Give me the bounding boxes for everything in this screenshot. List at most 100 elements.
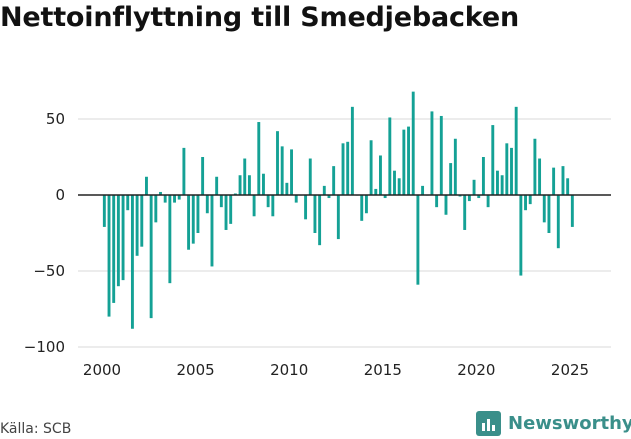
source-credit: Källa: SCB (0, 421, 72, 437)
bar (145, 176, 148, 195)
bar (159, 191, 162, 195)
bar (453, 138, 457, 195)
bar (276, 131, 279, 195)
bar (566, 178, 570, 195)
bar (154, 195, 158, 223)
bar (294, 195, 298, 203)
chart-title: Nettoinflyttning till Smedjebacken (0, 2, 519, 33)
bar (112, 195, 116, 303)
bar (196, 195, 200, 233)
bar (173, 195, 176, 203)
bar (514, 106, 518, 195)
bar (318, 195, 322, 246)
bar (416, 195, 420, 285)
bar (430, 111, 434, 195)
bar (163, 195, 167, 203)
bar (496, 170, 499, 195)
bar (280, 146, 284, 195)
y-tick-label: −50 (33, 262, 65, 280)
bar (439, 115, 443, 195)
bar (364, 195, 368, 214)
bar (519, 195, 523, 276)
bar (308, 158, 312, 195)
bar (238, 175, 242, 195)
bar (177, 195, 181, 200)
x-tick-label: 2015 (364, 361, 402, 379)
gridlines (78, 118, 611, 348)
bar (130, 195, 134, 329)
bar (435, 195, 439, 208)
bar (360, 195, 364, 221)
bar (411, 91, 415, 195)
bar (205, 195, 209, 214)
newsworthy-chart-icon (476, 410, 501, 436)
bar (327, 195, 331, 199)
bar (266, 195, 270, 208)
bar (140, 195, 144, 247)
bar (168, 195, 172, 284)
bar (187, 195, 191, 250)
bar (247, 175, 251, 195)
bar (552, 167, 556, 195)
bar (219, 195, 223, 208)
x-tick-label: 2025 (551, 361, 589, 379)
bar (556, 195, 560, 249)
bar (449, 163, 453, 195)
bar (561, 166, 565, 195)
bar (229, 195, 233, 224)
y-tick-label: −100 (24, 338, 65, 356)
x-tick-label: 2020 (457, 361, 495, 379)
bar (379, 155, 382, 195)
y-axis-tick-labels: 50 0 −50 −100 (24, 110, 65, 356)
bar (210, 195, 214, 267)
bar (500, 175, 504, 195)
bar-chart: 50 0 −50 −100 2000 2005 2010 2015 2020 2025 (24, 91, 611, 379)
bar (257, 122, 261, 195)
bar (224, 195, 228, 230)
bar (121, 195, 125, 281)
bar (135, 195, 139, 256)
bar (510, 147, 513, 195)
bar (570, 195, 574, 227)
newsworthy-logo[interactable]: Newsworthy (476, 410, 631, 436)
brand-name: Newsworthy (508, 412, 631, 434)
bar (397, 178, 401, 195)
bar (505, 143, 509, 195)
bar (538, 158, 542, 195)
bar (467, 195, 471, 202)
x-tick-label: 2000 (83, 361, 121, 379)
bar (383, 195, 387, 199)
bar (542, 195, 546, 223)
bar (374, 188, 378, 195)
bar (533, 138, 537, 195)
bar (290, 149, 293, 195)
bar (346, 141, 350, 195)
bar (481, 157, 485, 195)
bar (402, 129, 406, 195)
bar (126, 195, 130, 211)
bar (285, 182, 289, 195)
bar (444, 195, 448, 215)
bar (243, 158, 247, 195)
bar (463, 195, 467, 230)
x-tick-label: 2010 (270, 361, 308, 379)
y-tick-label: 50 (46, 110, 65, 128)
bar (271, 195, 275, 217)
bar (215, 176, 219, 195)
bar (313, 195, 317, 233)
bar (332, 166, 336, 195)
bar (350, 106, 354, 195)
bar (116, 195, 120, 287)
bar (421, 185, 425, 195)
bar (407, 126, 410, 195)
x-axis-tick-labels: 2000 2005 2010 2015 2020 2025 (83, 361, 589, 379)
bar-series (102, 91, 574, 329)
bar (547, 195, 551, 233)
bar (201, 157, 205, 195)
bar (102, 195, 106, 227)
bar (341, 143, 345, 195)
x-tick-label: 2005 (177, 361, 215, 379)
bar (252, 195, 256, 217)
y-tick-label: 0 (55, 186, 65, 204)
bar (491, 125, 495, 195)
